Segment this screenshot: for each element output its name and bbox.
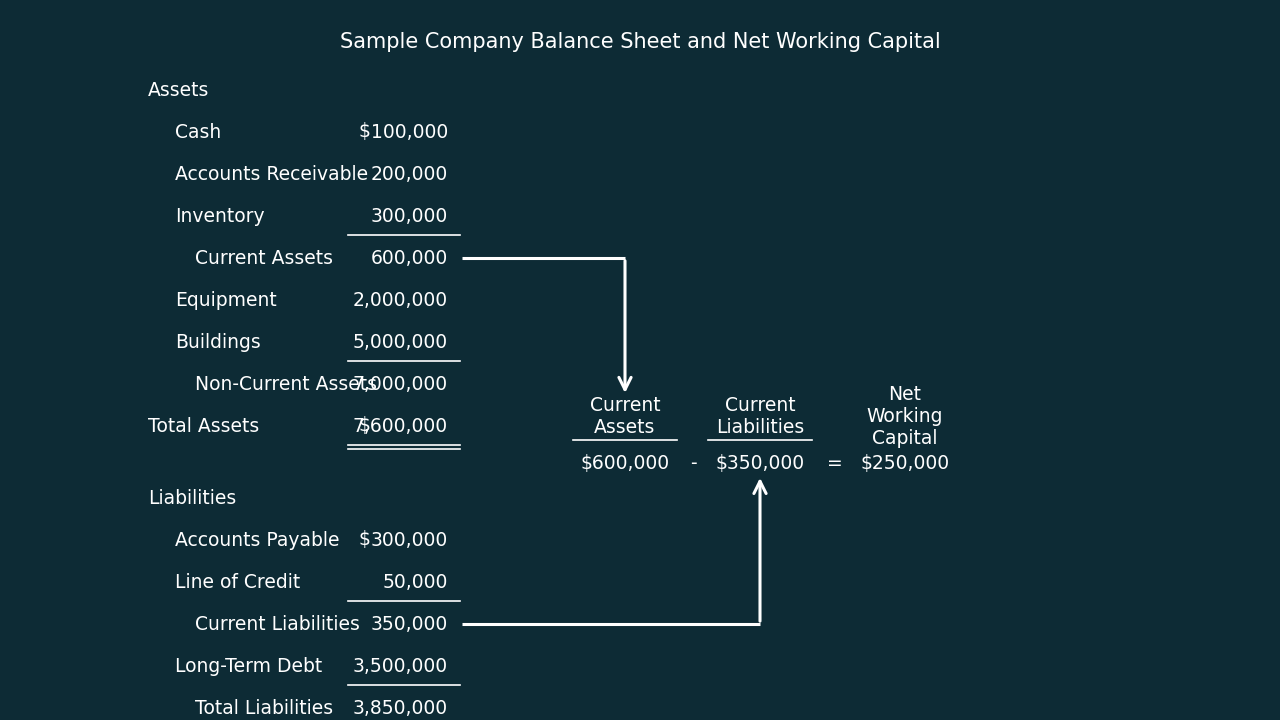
Text: 350,000: 350,000 (371, 614, 448, 634)
Text: 100,000: 100,000 (371, 122, 448, 142)
Text: Accounts Payable: Accounts Payable (175, 531, 339, 549)
Text: Capital: Capital (872, 429, 938, 449)
Text: 3,850,000: 3,850,000 (353, 698, 448, 718)
Text: Line of Credit: Line of Credit (175, 572, 301, 592)
Text: 50,000: 50,000 (383, 572, 448, 592)
Text: Liabilities: Liabilities (716, 418, 804, 437)
Text: 300,000: 300,000 (371, 207, 448, 225)
Text: $: $ (358, 416, 370, 436)
Text: -: - (690, 454, 696, 472)
Text: =: = (827, 454, 842, 472)
Text: Net: Net (888, 385, 922, 405)
Text: 2,000,000: 2,000,000 (353, 290, 448, 310)
Text: Long-Term Debt: Long-Term Debt (175, 657, 323, 675)
Text: 300,000: 300,000 (371, 531, 448, 549)
Text: 200,000: 200,000 (371, 164, 448, 184)
Text: 600,000: 600,000 (371, 248, 448, 268)
Text: Total Liabilities: Total Liabilities (195, 698, 333, 718)
Text: 7,000,000: 7,000,000 (353, 374, 448, 394)
Text: Sample Company Balance Sheet and Net Working Capital: Sample Company Balance Sheet and Net Wor… (339, 32, 941, 52)
Text: Current Assets: Current Assets (195, 248, 333, 268)
Text: Cash: Cash (175, 122, 221, 142)
Text: $: $ (358, 531, 370, 549)
Text: Accounts Receivable: Accounts Receivable (175, 164, 369, 184)
Text: Assets: Assets (594, 418, 655, 437)
Text: $600,000: $600,000 (580, 454, 669, 472)
Text: Equipment: Equipment (175, 290, 276, 310)
Text: $350,000: $350,000 (716, 454, 805, 472)
Text: Working: Working (867, 408, 943, 426)
Text: Total Assets: Total Assets (148, 416, 260, 436)
Text: Assets: Assets (148, 81, 210, 99)
Text: Non-Current Assets: Non-Current Assets (195, 374, 378, 394)
Text: Liabilities: Liabilities (148, 488, 237, 508)
Text: Current: Current (590, 396, 660, 415)
Text: Current: Current (724, 396, 795, 415)
Text: Current Liabilities: Current Liabilities (195, 614, 360, 634)
Text: 3,500,000: 3,500,000 (353, 657, 448, 675)
Text: Inventory: Inventory (175, 207, 265, 225)
Text: 5,000,000: 5,000,000 (353, 333, 448, 351)
Text: Buildings: Buildings (175, 333, 261, 351)
Text: $: $ (358, 122, 370, 142)
Text: 7,600,000: 7,600,000 (353, 416, 448, 436)
Text: $250,000: $250,000 (860, 454, 950, 472)
